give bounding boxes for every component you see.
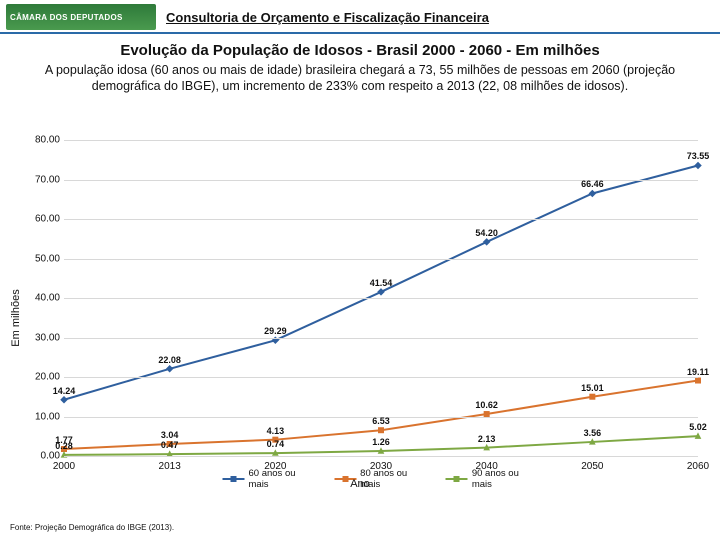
- x-tick: 2000: [53, 461, 75, 472]
- y-axis-label: Em milhões: [10, 289, 22, 346]
- data-label: 3.04: [161, 430, 179, 440]
- data-label: 10.62: [475, 400, 498, 410]
- data-label: 2.13: [478, 434, 496, 444]
- data-label: 73.55: [687, 151, 710, 161]
- y-tick: 0.00: [22, 451, 60, 462]
- data-label: 1.26: [372, 437, 390, 447]
- y-tick: 10.00: [22, 411, 60, 422]
- data-label: 41.54: [370, 278, 393, 288]
- legend: 60 anos ou mais 80 anos ou mais 90 anos ou…: [223, 468, 540, 490]
- x-tick: 2060: [687, 461, 709, 472]
- y-tick: 50.00: [22, 253, 60, 264]
- data-label: 29.29: [264, 326, 287, 336]
- legend-item: 80 anos ou mais: [334, 468, 428, 490]
- camara-logo: CÂMARA DOS DEPUTADOS: [6, 4, 156, 30]
- data-label: 14.24: [53, 386, 76, 396]
- header-bar: CÂMARA DOS DEPUTADOS Consultoria de Orça…: [0, 0, 720, 34]
- data-label: 0.74: [267, 439, 285, 449]
- y-tick: 40.00: [22, 293, 60, 304]
- x-tick: 2013: [159, 461, 181, 472]
- legend-item: 90 anos ou mais: [446, 468, 540, 490]
- y-tick: 60.00: [22, 214, 60, 225]
- x-tick: 2050: [581, 461, 603, 472]
- legend-item: 60 anos ou mais: [223, 468, 317, 490]
- data-label: 15.01: [581, 383, 604, 393]
- data-label: 6.53: [372, 416, 390, 426]
- chart-title: Evolução da População de Idosos - Brasil…: [20, 42, 700, 59]
- data-label: 3.56: [584, 428, 602, 438]
- source-footer: Fonte: Projeção Demográfica do IBGE (201…: [10, 523, 174, 532]
- data-label: 19.11: [687, 367, 709, 377]
- chart-description: A população idosa (60 anos ou mais de id…: [40, 63, 680, 94]
- header-subtitle: Consultoria de Orçamento e Fiscalização …: [166, 10, 489, 25]
- y-tick: 30.00: [22, 332, 60, 343]
- y-tick: 70.00: [22, 174, 60, 185]
- data-label: 0.47: [161, 440, 179, 450]
- data-label: 5.02: [689, 422, 707, 432]
- data-label: 0.28: [55, 441, 73, 451]
- data-label: 54.20: [475, 228, 498, 238]
- logo-text: CÂMARA DOS DEPUTADOS: [6, 13, 123, 22]
- chart-area: Em milhões 0.0010.0020.0030.0040.0050.00…: [16, 140, 704, 496]
- data-label: 4.13: [267, 426, 285, 436]
- x-axis-label: Ano: [350, 478, 370, 490]
- y-tick: 20.00: [22, 372, 60, 383]
- plot-region: 0.0010.0020.0030.0040.0050.0060.0070.008…: [64, 140, 698, 456]
- y-tick: 80.00: [22, 135, 60, 146]
- data-label: 22.08: [158, 355, 181, 365]
- data-label: 66.46: [581, 179, 604, 189]
